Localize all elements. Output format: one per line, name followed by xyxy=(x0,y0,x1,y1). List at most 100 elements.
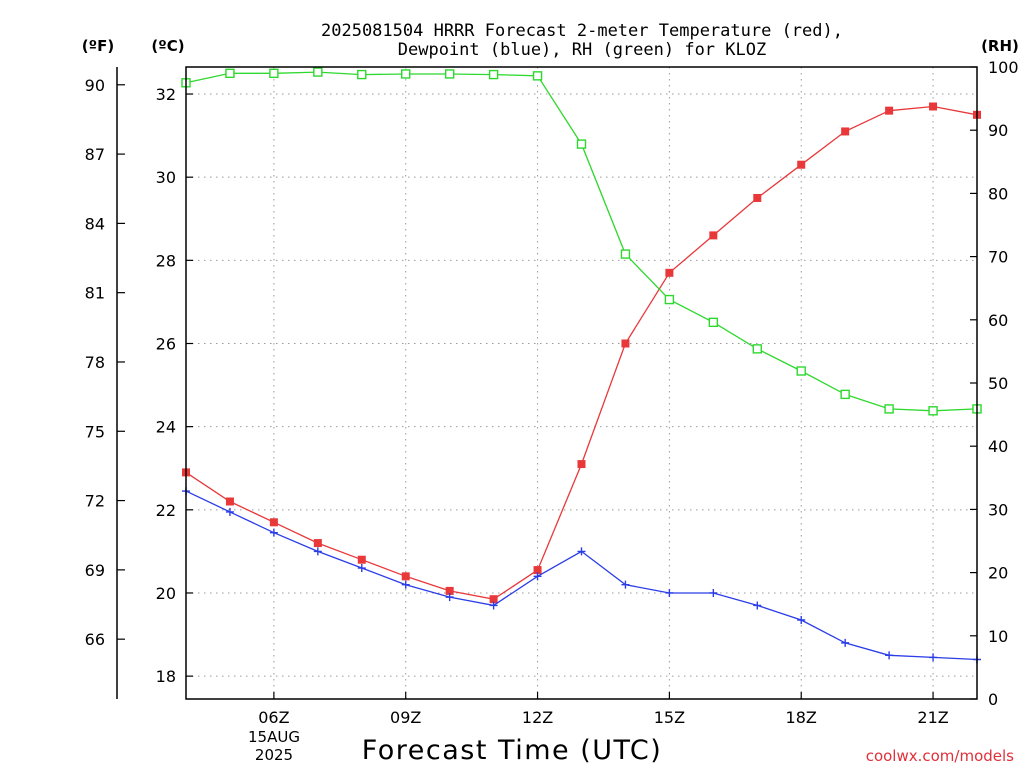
temperature-point xyxy=(621,339,630,348)
rh-point xyxy=(357,69,367,80)
rh-point xyxy=(444,69,455,79)
temperature-point xyxy=(753,193,762,202)
rh-tick-label: 80 xyxy=(988,184,1008,203)
temperature-point xyxy=(709,231,718,240)
rh-line xyxy=(185,71,978,412)
dewpoint-point xyxy=(709,588,718,597)
x-date-year: 2025 xyxy=(255,746,293,764)
rh-tick-label: 10 xyxy=(988,627,1008,646)
temperature-point xyxy=(577,460,586,469)
title-line-1: 2025081504 HRRR Forecast 2-meter Tempera… xyxy=(321,21,843,41)
dewpoint-point xyxy=(489,601,498,610)
dewpoint-point xyxy=(621,580,630,589)
rh-point xyxy=(708,317,719,328)
rh-tick-label: 90 xyxy=(988,121,1008,140)
series-layer xyxy=(181,67,982,664)
rh-tick-label: 50 xyxy=(988,374,1008,393)
rh-point xyxy=(532,71,543,81)
axis-unit-labels: (ºF) (ºC) (RH) xyxy=(82,37,1019,55)
dewpoint-point xyxy=(885,651,894,660)
temperature-line xyxy=(185,105,978,600)
series-temperature xyxy=(182,102,981,604)
gridlines xyxy=(186,67,977,699)
fahrenheit-tick-label: 84 xyxy=(85,214,105,233)
rh-point xyxy=(269,68,279,79)
dewpoint-point xyxy=(665,588,674,597)
rh-point xyxy=(576,139,587,149)
rh-tick-label: 100 xyxy=(988,58,1019,77)
temperature-point xyxy=(797,160,806,169)
fahrenheit-tick-label: 90 xyxy=(85,76,105,95)
dewpoint-point xyxy=(357,564,366,573)
plot-frame xyxy=(185,66,978,700)
celsius-tick-label: 32 xyxy=(156,85,176,104)
celsius-unit-label: (ºC) xyxy=(151,37,184,55)
chart-title: 2025081504 HRRR Forecast 2-meter Tempera… xyxy=(321,21,843,60)
rh-point xyxy=(401,69,411,79)
x-axis: 06Z 09Z 12Z 15Z 18Z 21Z xyxy=(258,692,949,727)
dewpoint-point xyxy=(841,638,850,647)
dewpoint-point xyxy=(753,601,762,610)
dewpoint-point xyxy=(929,653,938,662)
rh-tick-label: 70 xyxy=(988,248,1008,267)
temperature-point xyxy=(885,106,894,115)
fahrenheit-tick-label: 66 xyxy=(85,630,105,649)
celsius-tick-label: 22 xyxy=(156,501,176,520)
x-tick-label: 15Z xyxy=(654,708,685,727)
credit-text: coolwx.com/models xyxy=(866,747,1014,765)
dewpoint-point xyxy=(445,593,454,602)
fahrenheit-tick-label: 69 xyxy=(85,561,105,580)
dewpoint-line xyxy=(185,490,978,661)
fahrenheit-tick-label: 87 xyxy=(85,145,105,164)
x-tick-label: 18Z xyxy=(786,708,817,727)
x-tick-label: 06Z xyxy=(258,708,289,727)
celsius-axis: 18 20 22 24 26 28 30 32 xyxy=(156,85,193,686)
rh-point xyxy=(225,68,235,79)
dewpoint-point xyxy=(269,528,278,537)
celsius-tick-label: 20 xyxy=(156,584,176,603)
rh-point xyxy=(664,294,675,305)
temperature-point xyxy=(665,268,674,277)
rh-point xyxy=(313,67,323,77)
x-tick-label: 21Z xyxy=(917,708,948,727)
series-rh xyxy=(181,67,982,416)
rh-point xyxy=(928,406,938,416)
rh-tick-label: 60 xyxy=(988,311,1008,330)
rh-tick-label: 40 xyxy=(988,437,1008,456)
fahrenheit-tick-label: 78 xyxy=(85,353,105,372)
rh-point xyxy=(884,404,894,414)
x-date-label: 15AUG 2025 xyxy=(248,728,300,764)
temperature-point xyxy=(533,566,542,575)
dewpoint-point xyxy=(797,616,806,624)
celsius-tick-label: 18 xyxy=(156,667,176,686)
temperature-point xyxy=(313,539,322,548)
title-line-2: Dewpoint (blue), RH (green) for KLOZ xyxy=(398,40,766,60)
rh-point xyxy=(620,249,631,259)
temperature-point xyxy=(929,102,938,111)
fahrenheit-axis: 66 69 72 75 78 81 84 87 90 xyxy=(85,67,125,699)
rh-point xyxy=(752,344,762,354)
series-dewpoint xyxy=(182,487,981,664)
dewpoint-point xyxy=(401,580,410,589)
rh-axis: 0 10 20 30 40 50 60 70 80 90 100 xyxy=(970,58,1019,709)
celsius-tick-label: 28 xyxy=(156,251,176,270)
fahrenheit-tick-label: 75 xyxy=(85,422,105,441)
rh-point xyxy=(796,366,806,376)
rh-point xyxy=(488,69,499,80)
temperature-point xyxy=(225,497,234,506)
rh-tick-label: 20 xyxy=(988,564,1008,583)
dewpoint-point xyxy=(533,572,542,581)
celsius-tick-label: 26 xyxy=(156,335,176,354)
temperature-point xyxy=(357,555,366,564)
fahrenheit-tick-label: 81 xyxy=(85,284,105,303)
dewpoint-point xyxy=(577,547,586,556)
x-date-day: 15AUG xyxy=(248,728,300,746)
x-axis-title: Forecast Time (UTC) xyxy=(362,735,663,766)
x-tick-label: 09Z xyxy=(390,708,421,727)
fahrenheit-unit-label: (ºF) xyxy=(82,37,114,55)
x-tick-label: 12Z xyxy=(522,708,553,727)
temperature-point xyxy=(445,586,454,595)
rh-tick-label: 0 xyxy=(988,690,998,709)
rh-point xyxy=(840,389,850,400)
